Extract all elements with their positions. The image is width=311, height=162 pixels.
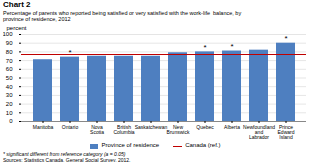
html-text:Percentage of parents who repo: Percentage of parents who reported being… (3, 9, 242, 23)
svg-text:0: 0 (9, 119, 13, 125)
html-text:Province of residence: Province of residence (101, 142, 160, 149)
svg-text:*: * (230, 42, 233, 51)
svg-text:20: 20 (6, 101, 13, 107)
svg-text:NewBrunswick: NewBrunswick (167, 124, 190, 135)
svg-text:*: * (284, 35, 287, 44)
svg-text:NewfoundlandandLabrador: NewfoundlandandLabrador (243, 124, 275, 140)
html-text:Chart 2: Chart 2 (3, 0, 31, 9)
html-text:* significant different from r: * significant different from reference c… (3, 150, 126, 157)
svg-text:Alberta: Alberta (224, 124, 240, 130)
svg-text:Quebec: Quebec (196, 124, 214, 130)
svg-text:*: * (203, 43, 206, 52)
svg-text:10: 10 (6, 110, 13, 116)
svg-text:percent: percent (7, 25, 27, 31)
svg-text:50: 50 (6, 75, 13, 81)
html-text:Canada (ref.): Canada (ref.) (185, 142, 221, 149)
svg-text:Saskatchewan: Saskatchewan (135, 124, 168, 130)
svg-text:BritishColumbia: BritishColumbia (113, 124, 134, 135)
svg-text:Ontario: Ontario (62, 124, 79, 130)
svg-text:30: 30 (6, 93, 13, 99)
svg-text:PrinceEdwardIsland: PrinceEdwardIsland (278, 124, 295, 140)
html-text:Sources: Statistics Canada, Ge: Sources: Statistics Canada, General Soci… (3, 156, 131, 162)
svg-text:Manitoba: Manitoba (33, 124, 54, 130)
svg-text:100: 100 (3, 32, 13, 38)
svg-text:70: 70 (6, 58, 13, 64)
svg-text:40: 40 (6, 84, 13, 90)
svg-text:*: * (68, 49, 71, 58)
svg-text:90: 90 (6, 41, 13, 47)
svg-text:60: 60 (6, 67, 13, 73)
svg-text:80: 80 (6, 49, 13, 55)
svg-text:NovaScotia: NovaScotia (90, 124, 104, 135)
